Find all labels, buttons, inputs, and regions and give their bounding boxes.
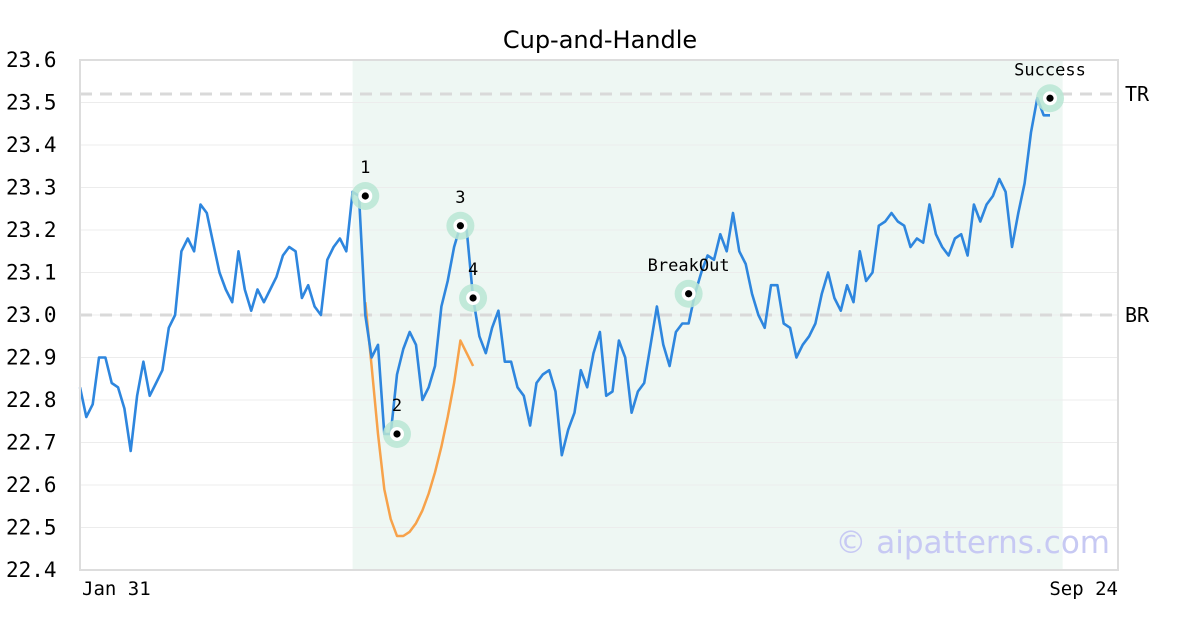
annotation-markers: 1 2 3 4 BreakOut Success bbox=[351, 60, 1086, 448]
plot-frame bbox=[79, 59, 1119, 571]
y-tick-label: 22.8 bbox=[6, 388, 57, 412]
y-tick-label: 23.2 bbox=[6, 218, 57, 242]
x-tick-label: Sep 24 bbox=[1049, 578, 1118, 600]
y-tick-label: 22.9 bbox=[6, 346, 57, 370]
y-tick-label: 22.5 bbox=[6, 516, 57, 540]
y-axis-ticks: 22.4 22.5 22.6 22.7 22.8 22.9 23.0 23.1 23.2 23.3… bbox=[6, 48, 57, 582]
y-tick-label: 23.6 bbox=[6, 48, 57, 72]
y-tick-label: 22.6 bbox=[6, 473, 57, 497]
reference-label-br: BR bbox=[1125, 303, 1150, 327]
x-axis-ticks: Jan 31 Sep 24 bbox=[82, 578, 1118, 600]
marker-dot bbox=[393, 430, 401, 438]
marker-dot bbox=[456, 222, 464, 230]
chart-title: Cup-and-Handle bbox=[503, 26, 697, 54]
marker-dot bbox=[685, 290, 693, 298]
x-tick-label: Jan 31 bbox=[82, 578, 151, 600]
annotation-label: 3 bbox=[455, 188, 465, 208]
marker-dot bbox=[469, 294, 477, 302]
annotation-label: 4 bbox=[468, 260, 478, 280]
y-tick-label: 23.3 bbox=[6, 176, 57, 200]
marker-dot bbox=[361, 192, 369, 200]
y-tick-label: 23.0 bbox=[6, 303, 57, 327]
annotation-label: 1 bbox=[360, 158, 370, 178]
annotation-label: Success bbox=[1014, 60, 1086, 80]
annotation-label: 2 bbox=[392, 396, 402, 416]
reference-lines: TR BR bbox=[80, 82, 1150, 327]
marker-dot bbox=[1046, 94, 1054, 102]
price-series-line bbox=[78, 96, 1050, 457]
y-tick-label: 23.1 bbox=[6, 261, 57, 285]
y-tick-label: 22.4 bbox=[6, 558, 57, 582]
cup-curve bbox=[364, 302, 475, 538]
annotation-label: BreakOut bbox=[648, 256, 730, 276]
reference-label-tr: TR bbox=[1125, 82, 1150, 106]
y-tick-label: 23.5 bbox=[6, 91, 57, 115]
y-tick-label: 22.7 bbox=[6, 431, 57, 455]
y-tick-label: 23.4 bbox=[6, 133, 57, 157]
watermark: © aipatterns.com bbox=[835, 525, 1110, 561]
